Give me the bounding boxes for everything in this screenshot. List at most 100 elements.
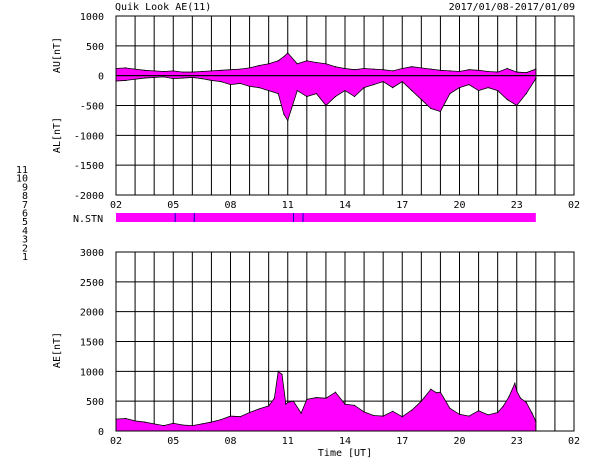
data-point <box>363 411 365 413</box>
x-tick-label: 08 <box>224 200 236 211</box>
data-point <box>191 76 193 79</box>
data-point <box>477 410 480 412</box>
data-point <box>516 390 518 392</box>
x-tick-label: 17 <box>396 200 408 211</box>
data-point <box>283 113 285 116</box>
x-tick-label: 11 <box>282 436 294 447</box>
data-point <box>273 397 275 399</box>
data-point <box>172 422 174 424</box>
ae-x-tick-labels: 02 05 08 11 14 17 20 23 02 <box>110 436 580 447</box>
y-tick-label: 0 <box>98 72 104 83</box>
data-point <box>508 395 510 397</box>
data-point <box>477 69 480 71</box>
data-point <box>430 107 432 110</box>
data-point <box>477 89 480 92</box>
data-point <box>344 89 346 92</box>
data-point <box>315 92 317 95</box>
data-point <box>239 82 241 85</box>
data-point <box>163 425 165 427</box>
data-point <box>153 76 155 79</box>
data-point <box>306 398 308 400</box>
data-point <box>220 419 222 421</box>
data-point <box>516 71 518 73</box>
ae-axis-label: AE[nT] <box>52 332 63 368</box>
data-point <box>420 400 422 402</box>
y-tick-label: -2000 <box>74 191 104 202</box>
station-count-bar <box>116 213 536 222</box>
y-tick-label: 500 <box>86 397 104 408</box>
data-point <box>134 68 136 70</box>
data-point <box>382 69 384 71</box>
data-point <box>506 67 508 70</box>
data-point <box>287 52 289 54</box>
data-point <box>315 61 317 64</box>
data-point <box>258 87 260 89</box>
data-point <box>497 71 499 73</box>
data-point <box>210 70 213 72</box>
data-point <box>163 76 165 78</box>
data-point <box>287 401 289 403</box>
data-point <box>287 119 289 122</box>
data-point <box>411 66 413 68</box>
legend-entry-4: 4 <box>22 226 28 237</box>
x-tick-label: 20 <box>453 200 465 211</box>
data-point <box>300 412 302 414</box>
data-point <box>344 403 346 405</box>
data-point <box>334 66 337 68</box>
data-point <box>458 87 461 89</box>
al-axis-label: AL[nT] <box>52 117 63 153</box>
data-point <box>239 416 241 418</box>
data-point <box>153 70 155 72</box>
chart-title: Quik Look AE(11) <box>115 2 211 13</box>
au-axis-label: AU[nT] <box>52 37 63 73</box>
data-point <box>458 413 461 415</box>
x-tick-label: 02 <box>568 436 580 447</box>
x-tick-label: 05 <box>167 436 179 447</box>
data-point <box>401 416 403 418</box>
data-point <box>315 396 317 399</box>
y-tick-label: 0 <box>98 427 104 438</box>
data-point <box>124 79 127 82</box>
data-point <box>430 68 432 70</box>
au-al-series <box>115 52 574 122</box>
data-point <box>392 70 394 72</box>
data-point <box>281 373 283 375</box>
data-point <box>325 63 327 65</box>
data-point <box>182 77 184 79</box>
data-point <box>439 391 442 393</box>
data-point <box>449 407 451 409</box>
data-point <box>497 411 499 414</box>
data-point <box>306 60 308 62</box>
au-al-panel: 1000 500 0 -500 -1000 -1500 -2000 02 05 08 11 14 17… <box>52 12 580 211</box>
data-point <box>502 405 504 407</box>
data-point <box>430 388 432 390</box>
data-point <box>268 89 270 92</box>
data-point <box>334 95 337 98</box>
x-tick-label: 14 <box>339 436 351 447</box>
data-point <box>325 397 327 399</box>
data-point <box>201 70 203 73</box>
y-tick-label: 1000 <box>80 12 104 23</box>
data-point <box>277 92 279 95</box>
data-point <box>420 98 422 101</box>
legend-entry-10: 10 <box>16 174 28 185</box>
data-point <box>296 89 298 92</box>
data-point <box>229 69 232 71</box>
legend-entry-2: 2 <box>22 243 28 254</box>
data-point <box>382 415 384 417</box>
data-point <box>487 87 489 89</box>
data-point <box>487 70 489 73</box>
data-point <box>535 78 537 80</box>
data-point <box>373 84 375 86</box>
data-point <box>373 414 375 417</box>
legend-entry-8: 8 <box>22 191 28 202</box>
station-count-label: N.STN <box>73 214 103 225</box>
x-tick-label: 23 <box>511 436 523 447</box>
data-point <box>392 87 394 89</box>
y-tick-label: 2500 <box>80 278 104 289</box>
x-tick-label: 08 <box>224 436 236 447</box>
data-point <box>411 409 413 411</box>
data-point <box>258 64 260 67</box>
data-point <box>268 63 270 65</box>
